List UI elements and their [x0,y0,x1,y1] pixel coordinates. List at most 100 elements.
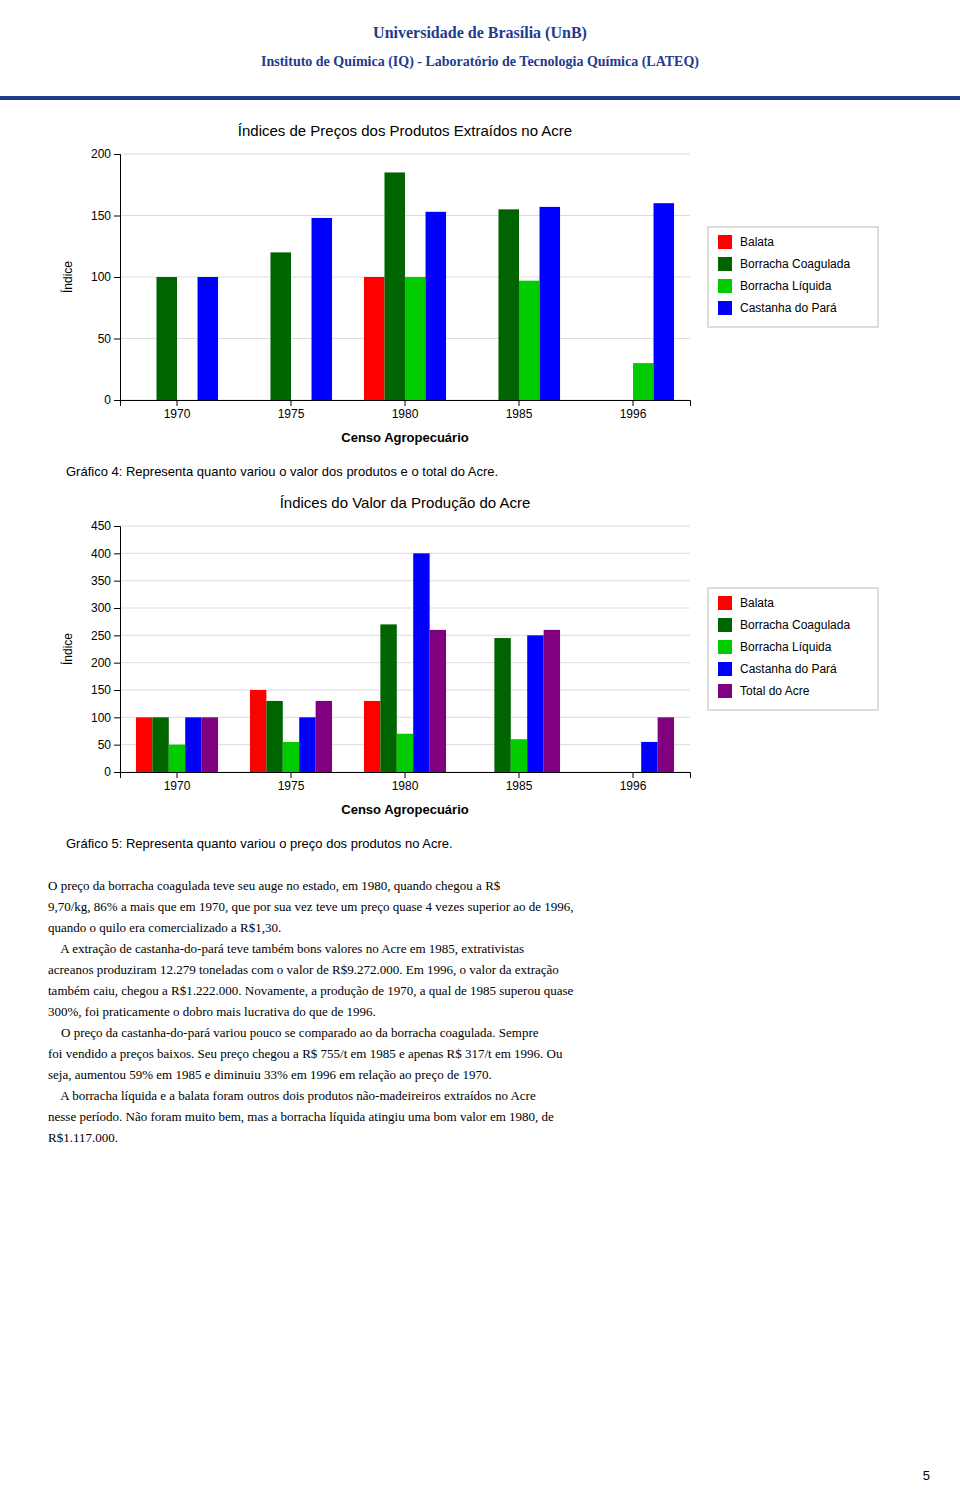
tick-label: 1975 [278,779,305,793]
header-line: Universidade de Brasília (UnB) [373,24,587,42]
tick: 1985 [506,772,533,793]
bar [654,203,675,400]
bars [136,553,674,772]
tick-mark [405,772,406,778]
tick: 400 [91,547,120,561]
bar [152,717,168,772]
body-line: acreanos produziram 12.279 toneladas com… [48,962,559,977]
tick: 200 [91,147,120,161]
x-axis: 1970 1975 1980 1985 1996 [121,772,691,793]
body-line: R$1.117.000. [48,1130,118,1145]
tick-label: 100 [91,711,111,725]
header-line: Instituto de Química (IQ) - Laboratório … [261,54,699,70]
page-number: 5 [923,1468,930,1483]
tick: 300 [91,601,120,615]
bar [270,252,291,400]
tick-label: 200 [91,147,111,161]
tick-label: 250 [91,629,111,643]
legend: BalataBorracha CoaguladaBorracha Líquida… [708,588,878,710]
tick: 150 [91,209,120,223]
legend-label: Castanha do Pará [740,301,837,315]
tick-label: 1970 [164,779,191,793]
tick: 350 [91,574,120,588]
bar [380,624,396,772]
bar [478,772,494,773]
grid-line [120,154,690,155]
legend-label: Castanha do Pará [740,662,837,676]
tick: 1980 [392,772,419,793]
tick-label: 150 [91,209,111,223]
bar [185,717,201,772]
bar [177,400,198,401]
tick: 1980 [392,400,419,421]
bar [633,363,654,400]
bar [511,739,527,772]
legend-item: Castanha do Pará [718,301,837,315]
axis-line [114,527,121,773]
bar [291,400,312,401]
bar [519,281,540,400]
legend-label: Balata [740,596,774,610]
legend-swatch [718,684,732,698]
legend-item: Balata [718,596,774,610]
bar [540,207,561,400]
tick-label: 450 [91,519,111,533]
chart-title: Índices de Preços dos Produtos Extraídos… [238,122,572,139]
legend-swatch [718,596,732,610]
bar [498,209,519,400]
tick-mark [114,154,120,155]
legend-swatch [718,662,732,676]
tick-mark [177,400,178,406]
bar-series [169,734,527,772]
y-axis: 050100150200 [91,147,121,407]
bar [592,772,608,773]
bar [641,742,657,772]
bar [384,172,405,400]
legend-item: Borracha Coagulada [718,257,850,271]
grid-line [120,580,690,581]
caption: Gráfico 5: Representa quanto variou o pr… [66,836,453,851]
body-text: O preço da borracha coagulada teve seu a… [48,878,574,1145]
grid-line [120,662,690,663]
bar-series [198,203,675,400]
legend-label: Borracha Líquida [740,640,832,654]
legend-swatch [718,618,732,632]
x-axis-title: Censo Agropecuário [341,802,468,817]
y-axis-title: Índice [60,633,75,665]
bar [364,277,385,400]
bar [299,717,315,772]
tick-mark [633,772,634,778]
tick-mark [114,216,120,217]
tick-label: 1975 [278,407,305,421]
chart: Índices do Valor da Produção do Acre0501… [60,494,878,817]
body-line: nesse período. Não foram muito bem, mas … [48,1109,554,1124]
tick: 1996 [620,400,647,421]
legend-item: Borracha Líquida [718,279,832,293]
body-line: A borracha líquida e a balata foram outr… [48,1088,536,1103]
caption: Gráfico 4: Representa quanto variou o va… [66,464,498,479]
body-line: O preço da borracha coagulada teve seu a… [48,878,501,893]
bar-series [136,690,380,772]
tick-mark [114,635,120,636]
tick-mark [114,400,120,401]
legend-item: Castanha do Pará [718,662,837,676]
legend-label: Balata [740,235,774,249]
tick-mark [519,772,520,778]
legend-item: Total do Acre [718,684,810,698]
tick-mark [114,608,120,609]
legend-item: Balata [718,235,774,249]
bar [364,701,380,772]
y-axis: 050100150200250300350400450 [91,519,121,779]
tick-label: 1980 [392,407,419,421]
tick: 1996 [620,772,647,793]
axis-line [121,773,691,779]
legend-swatch [718,279,732,293]
tick-label: 350 [91,574,111,588]
tick-mark [291,772,292,778]
body-line: A extração de castanha-do-pará teve tamb… [48,941,524,956]
tick-mark [114,581,120,582]
tick-label: 1996 [620,779,647,793]
bar [592,400,613,401]
header: Universidade de Brasília (UnB) Instituto … [261,24,699,70]
grid-line [120,635,690,636]
